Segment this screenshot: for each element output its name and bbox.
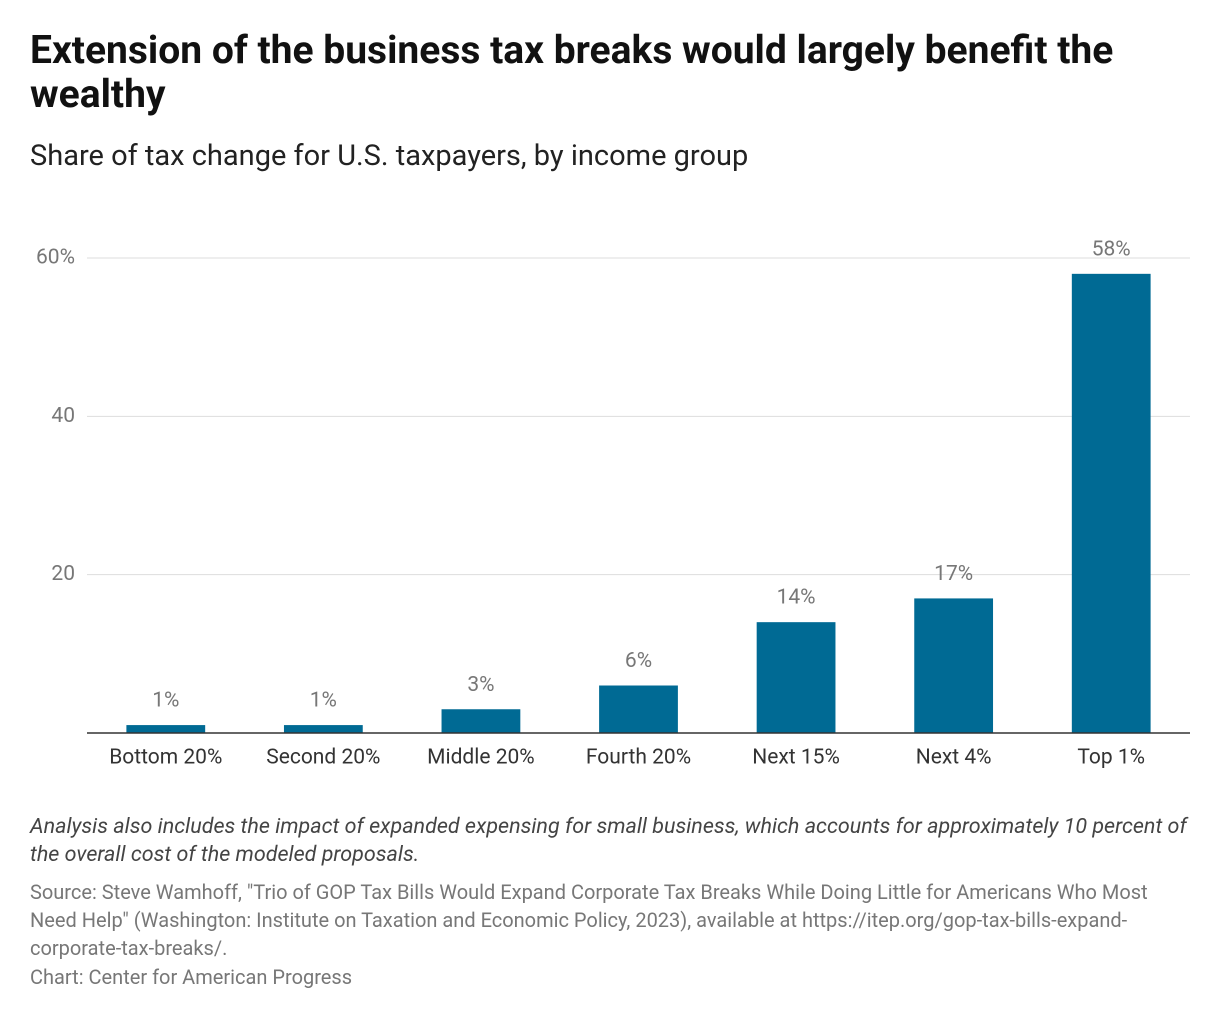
y-tick-label: 40 bbox=[51, 404, 75, 428]
bar bbox=[126, 725, 206, 733]
chart: 20 40 60% 1% Bottom 20% 1% Second 20% 3% Middle … bbox=[36, 237, 1190, 770]
value-label: 1% bbox=[152, 689, 179, 713]
x-tick-label: Bottom 20% bbox=[109, 746, 222, 770]
y-tick-label: 60% bbox=[36, 246, 75, 270]
x-tick-label: Middle 20% bbox=[427, 746, 535, 770]
source: Source: Steve Wamhoff, "Trio of GOP Tax … bbox=[30, 880, 1148, 960]
value-label: 58% bbox=[1092, 237, 1131, 261]
value-label: 3% bbox=[467, 673, 494, 697]
y-tick-label: 20 bbox=[51, 562, 75, 586]
bar bbox=[441, 709, 521, 733]
x-tick-label: Next 4% bbox=[916, 746, 992, 770]
x-tick-label: Top 1% bbox=[1077, 746, 1145, 770]
x-tick-label: Second 20% bbox=[266, 746, 380, 770]
note: Analysis also includes the impact of exp… bbox=[30, 814, 1187, 867]
credit: Chart: Center for American Progress bbox=[30, 965, 353, 989]
bar bbox=[599, 685, 678, 733]
bar bbox=[756, 622, 836, 733]
value-label: 14% bbox=[777, 586, 816, 610]
bar bbox=[1071, 273, 1151, 733]
x-tick-label: Fourth 20% bbox=[586, 746, 691, 770]
value-label: 1% bbox=[310, 689, 337, 713]
value-label: 6% bbox=[625, 649, 652, 673]
bar bbox=[914, 598, 994, 733]
chart-subtitle: Share of tax change for U.S. taxpayers, … bbox=[30, 139, 749, 173]
x-tick-label: Next 15% bbox=[752, 746, 840, 770]
bar bbox=[283, 725, 363, 733]
value-label: 17% bbox=[934, 562, 973, 586]
chart-title: Extension of the business tax breaks wou… bbox=[30, 27, 1114, 117]
